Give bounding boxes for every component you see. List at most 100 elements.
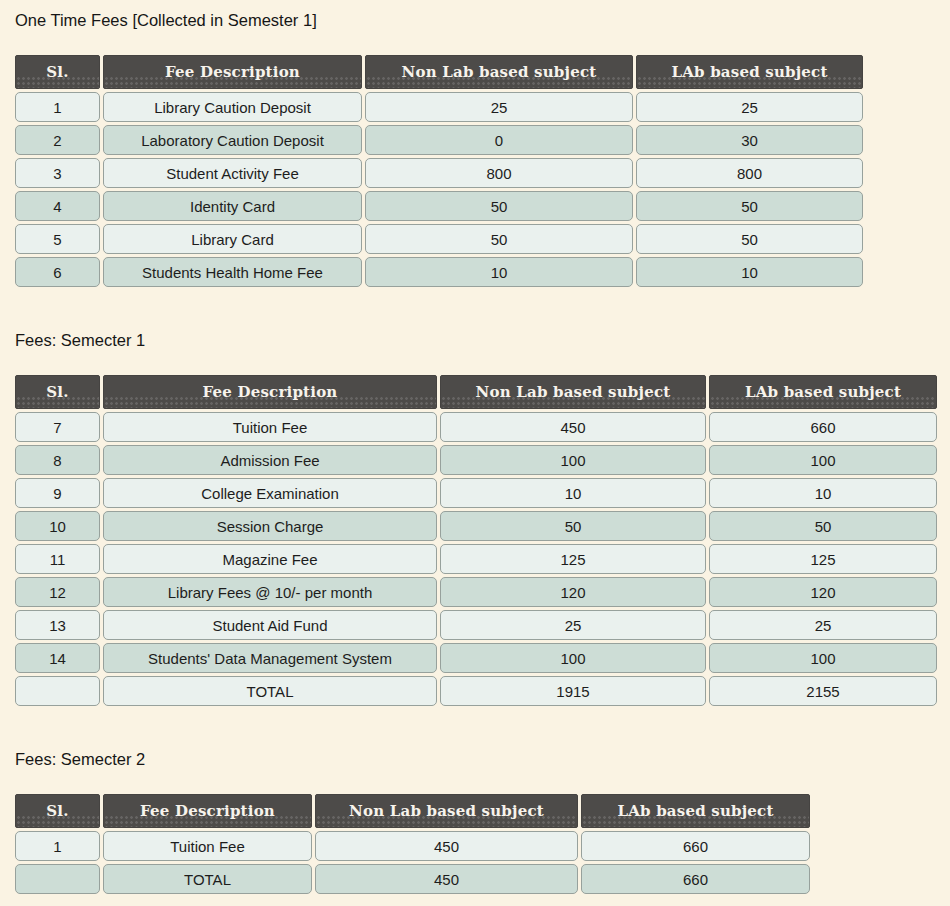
table-cell: 50 <box>636 191 863 221</box>
table-cell: Library Card <box>103 224 362 254</box>
table-cell: TOTAL <box>103 676 437 706</box>
table-cell: Laboratory Caution Deposit <box>103 125 362 155</box>
table-cell: 1 <box>15 92 100 122</box>
table-cell: Tuition Fee <box>103 831 312 861</box>
table-cell: Magazine Fee <box>103 544 437 574</box>
column-header: LAb based subject <box>709 375 937 409</box>
table-row: 12Library Fees @ 10/- per month120120 <box>15 577 937 607</box>
table-cell: 10 <box>15 511 100 541</box>
table-cell <box>15 864 100 894</box>
table-row: 11Magazine Fee125125 <box>15 544 937 574</box>
table-cell: 25 <box>709 610 937 640</box>
table-cell: 100 <box>440 643 706 673</box>
table-cell: 10 <box>365 257 633 287</box>
table-cell: Student Aid Fund <box>103 610 437 640</box>
semester-2-fees-table: Sl.Fee DescriptionNon Lab based subjectL… <box>12 791 813 897</box>
column-header: Sl. <box>15 375 100 409</box>
table-cell: 50 <box>440 511 706 541</box>
table-cell: 13 <box>15 610 100 640</box>
section-title-semester-1-fees: Fees: Semecter 1 <box>12 330 950 350</box>
table-cell: Session Charge <box>103 511 437 541</box>
table-cell: Library Fees @ 10/- per month <box>103 577 437 607</box>
table-row: 1Tuition Fee450660 <box>15 831 810 861</box>
table-cell: 25 <box>636 92 863 122</box>
table-cell: 2 <box>15 125 100 155</box>
table-cell: 9 <box>15 478 100 508</box>
table-row: 1Library Caution Deposit2525 <box>15 92 863 122</box>
table-row: 5Library Card5050 <box>15 224 863 254</box>
column-header: LAb based subject <box>636 55 863 89</box>
table-cell: 12 <box>15 577 100 607</box>
table-cell: 1 <box>15 831 100 861</box>
table-cell: Students' Data Management System <box>103 643 437 673</box>
column-header: Fee Description <box>103 794 312 828</box>
table-cell: Admission Fee <box>103 445 437 475</box>
table-cell: TOTAL <box>103 864 312 894</box>
table-cell: 450 <box>440 412 706 442</box>
table-cell: 2155 <box>709 676 937 706</box>
table-cell: 50 <box>365 224 633 254</box>
table-cell: 450 <box>315 831 578 861</box>
table-cell: 10 <box>440 478 706 508</box>
table-cell: 6 <box>15 257 100 287</box>
column-header: Fee Description <box>103 375 437 409</box>
semester-1-fees-table: Sl.Fee DescriptionNon Lab based subjectL… <box>12 372 940 709</box>
table-cell: 7 <box>15 412 100 442</box>
one-time-fees-table: Sl.Fee DescriptionNon Lab based subjectL… <box>12 52 866 290</box>
table-row: 4Identity Card5050 <box>15 191 863 221</box>
table-cell: 660 <box>581 831 810 861</box>
table-cell: 25 <box>365 92 633 122</box>
table-header-row: Sl.Fee DescriptionNon Lab based subjectL… <box>15 375 937 409</box>
table-cell: 50 <box>709 511 937 541</box>
table-cell: 1915 <box>440 676 706 706</box>
table-cell: 660 <box>581 864 810 894</box>
table-cell: 50 <box>636 224 863 254</box>
column-header: Non Lab based subject <box>440 375 706 409</box>
column-header: Sl. <box>15 55 100 89</box>
table-cell: 125 <box>709 544 937 574</box>
table-cell: 3 <box>15 158 100 188</box>
table-cell: Library Caution Deposit <box>103 92 362 122</box>
table-cell: 100 <box>709 643 937 673</box>
column-header: Fee Description <box>103 55 362 89</box>
table-row: 10Session Charge5050 <box>15 511 937 541</box>
table-row: TOTAL19152155 <box>15 676 937 706</box>
table-cell: 0 <box>365 125 633 155</box>
section-title-one-time-fees: One Time Fees [Collected in Semester 1] <box>12 10 950 30</box>
table-cell: 10 <box>636 257 863 287</box>
table-cell: 800 <box>365 158 633 188</box>
table-row: 8Admission Fee100100 <box>15 445 937 475</box>
table-cell: 50 <box>365 191 633 221</box>
table-row: 3Student Activity Fee800800 <box>15 158 863 188</box>
fees-page: One Time Fees [Collected in Semester 1] … <box>0 0 950 897</box>
column-header: LAb based subject <box>581 794 810 828</box>
column-header: Sl. <box>15 794 100 828</box>
table-cell: 30 <box>636 125 863 155</box>
table-cell: Student Activity Fee <box>103 158 362 188</box>
table-cell: 14 <box>15 643 100 673</box>
section-title-semester-2-fees: Fees: Semecter 2 <box>12 749 950 769</box>
table-cell: 100 <box>440 445 706 475</box>
table-cell: 5 <box>15 224 100 254</box>
table-cell: Tuition Fee <box>103 412 437 442</box>
table-cell <box>15 676 100 706</box>
table-cell: 4 <box>15 191 100 221</box>
table-row: 9College Examination1010 <box>15 478 937 508</box>
table-cell: 800 <box>636 158 863 188</box>
table-cell: College Examination <box>103 478 437 508</box>
table-cell: 120 <box>709 577 937 607</box>
table-cell: 8 <box>15 445 100 475</box>
table-cell: 100 <box>709 445 937 475</box>
table-cell: 120 <box>440 577 706 607</box>
table-row: 2Laboratory Caution Deposit030 <box>15 125 863 155</box>
table-header-row: Sl.Fee DescriptionNon Lab based subjectL… <box>15 794 810 828</box>
table-cell: 450 <box>315 864 578 894</box>
table-row: 7Tuition Fee450660 <box>15 412 937 442</box>
table-cell: 25 <box>440 610 706 640</box>
table-cell: 11 <box>15 544 100 574</box>
table-cell: 660 <box>709 412 937 442</box>
table-row: 14Students' Data Management System100100 <box>15 643 937 673</box>
column-header: Non Lab based subject <box>315 794 578 828</box>
table-cell: 10 <box>709 478 937 508</box>
table-row: 13Student Aid Fund2525 <box>15 610 937 640</box>
